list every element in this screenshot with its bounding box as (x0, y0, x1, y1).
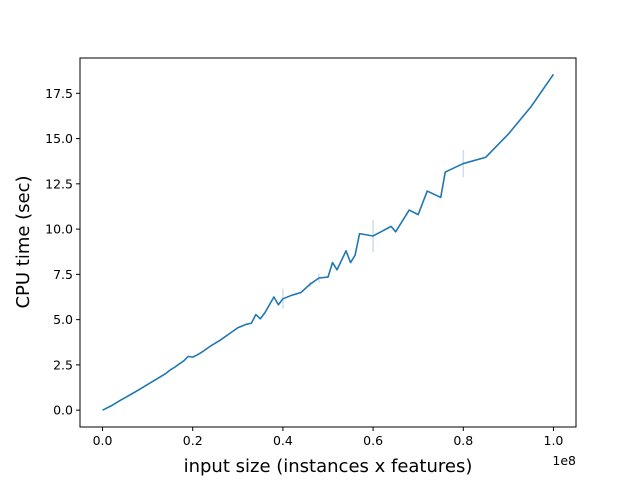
y-tick-label: 10.0 (45, 222, 73, 237)
y-axis-ticks: 0.0 2.5 5.0 7.5 10.0 12.5 15.0 17.5 (45, 86, 80, 418)
y-tick-label: 2.5 (53, 357, 73, 372)
x-tick-label: 0.0 (93, 433, 113, 448)
x-tick-label: 0.2 (183, 433, 203, 448)
y-tick-label: 15.0 (45, 131, 73, 146)
x-tick-label: 0.6 (363, 433, 383, 448)
x-tick-label: 0.4 (273, 433, 293, 448)
y-axis-title: CPU time (sec) (13, 175, 34, 308)
y-tick-label: 0.0 (53, 403, 73, 418)
y-tick-label: 7.5 (53, 267, 73, 282)
series-line (102, 73, 555, 411)
x-tick-label: 0.8 (453, 433, 473, 448)
plot-frame (79, 57, 577, 428)
y-tick-label: 5.0 (53, 312, 73, 327)
x-tick-label: 1.0 (544, 433, 564, 448)
x-axis-ticks: 0.0 0.2 0.4 0.6 0.8 1.0 (93, 427, 564, 448)
y-tick-label: 17.5 (45, 86, 73, 101)
plot-background (80, 58, 576, 427)
series-layer (102, 73, 555, 411)
y-tick-label: 12.5 (45, 176, 73, 191)
x-axis-offset-label: 1e8 (552, 453, 576, 468)
x-axis-title: input size (instances x features) (184, 456, 473, 477)
